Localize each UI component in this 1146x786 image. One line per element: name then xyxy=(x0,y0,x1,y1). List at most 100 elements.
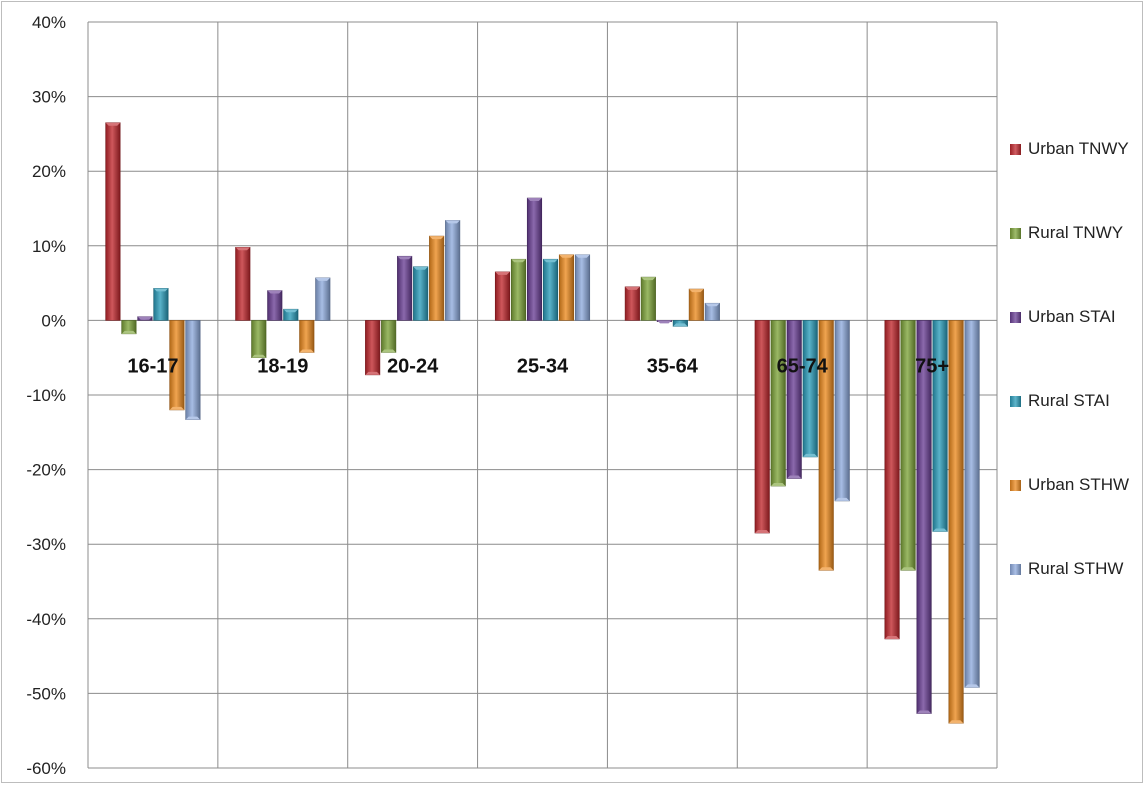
bar xyxy=(429,235,445,321)
legend-swatch xyxy=(1010,144,1021,155)
y-axis-tick-labels: 40% 30% 20% 10% 0% -10% -20% -30% -40% -50% -60% xyxy=(26,13,66,778)
bar-cap xyxy=(365,371,380,375)
bar xyxy=(770,320,786,487)
bar-cap xyxy=(900,567,916,571)
category-label: 75+ xyxy=(915,355,949,377)
bar-cap xyxy=(153,288,169,292)
bar xyxy=(251,320,267,358)
bar xyxy=(105,122,121,321)
y-tick-label: 40% xyxy=(32,13,66,32)
bar xyxy=(884,320,900,640)
bar-cap xyxy=(673,323,688,327)
bar xyxy=(754,320,770,534)
bar-cap xyxy=(543,259,558,263)
legend-label: Rural STAI xyxy=(1028,391,1110,410)
bar-cap xyxy=(834,497,850,501)
y-tick-label: -20% xyxy=(26,461,66,480)
bar-cap xyxy=(169,406,185,410)
bar-cap xyxy=(948,720,964,724)
bar xyxy=(834,320,850,502)
bar xyxy=(235,246,251,321)
bar-cap xyxy=(267,290,283,294)
bar-cap xyxy=(802,453,818,457)
category-label: 65-74 xyxy=(777,355,829,377)
y-tick-label: 10% xyxy=(32,237,66,256)
bar-cap xyxy=(413,266,428,270)
bar xyxy=(932,320,948,532)
bar-cap xyxy=(818,567,834,571)
legend-swatch xyxy=(1010,228,1021,239)
bar xyxy=(802,320,818,458)
bar xyxy=(916,320,932,714)
y-tick-label: -40% xyxy=(26,610,66,629)
bar xyxy=(267,290,283,321)
bar-cap xyxy=(511,259,526,263)
bar-cap xyxy=(381,349,396,353)
bar-cap xyxy=(689,289,704,293)
category-label: 18-19 xyxy=(257,355,308,377)
legend-swatch xyxy=(1010,564,1021,575)
bar xyxy=(900,320,916,571)
bar xyxy=(397,255,413,321)
category-label: 16-17 xyxy=(127,355,178,377)
bar-cap xyxy=(964,684,980,688)
bar xyxy=(640,276,656,321)
y-tick-label: -10% xyxy=(26,386,66,405)
bar xyxy=(510,258,527,321)
bar xyxy=(542,258,559,321)
legend-label: Urban TNWY xyxy=(1028,139,1129,158)
legend-swatch xyxy=(1010,480,1021,491)
bar-cap xyxy=(185,416,201,420)
bar xyxy=(688,288,704,321)
bar-cap xyxy=(916,710,932,714)
bar xyxy=(526,197,543,321)
bar-cap xyxy=(137,316,153,320)
legend-label: Urban STHW xyxy=(1028,475,1130,494)
bar-cap xyxy=(445,220,460,224)
bar-cap xyxy=(884,635,900,639)
bar-cap xyxy=(121,330,137,334)
bar xyxy=(574,254,591,321)
legend-swatch xyxy=(1010,312,1021,323)
category-label: 35-64 xyxy=(647,355,699,377)
category-label: 20-24 xyxy=(387,355,439,377)
bar-cap xyxy=(397,256,412,260)
bar-cap xyxy=(770,483,786,487)
legend-label: Urban STAI xyxy=(1028,307,1116,326)
y-tick-label: -50% xyxy=(26,684,66,703)
bar xyxy=(185,320,201,420)
bar-cap xyxy=(299,349,315,353)
bar-cap xyxy=(315,277,331,281)
bar xyxy=(964,320,980,688)
bar-cap xyxy=(657,320,672,324)
bar xyxy=(624,286,640,321)
bar xyxy=(381,320,397,353)
bar-cap xyxy=(235,247,251,251)
y-tick-label: 0% xyxy=(41,311,66,330)
legend-label: Rural TNWY xyxy=(1028,223,1124,242)
bar-cap xyxy=(559,254,574,258)
bar xyxy=(786,320,802,479)
bars xyxy=(105,122,980,724)
bar-cap xyxy=(625,286,640,290)
legend-label: Rural STHW xyxy=(1028,559,1124,578)
bar xyxy=(948,320,964,724)
bar xyxy=(494,271,511,321)
y-tick-label: -60% xyxy=(26,759,66,778)
bar-cap xyxy=(429,236,444,240)
bar xyxy=(299,320,315,353)
bar-cap xyxy=(105,122,121,126)
y-tick-label: 30% xyxy=(32,88,66,107)
legend-swatch xyxy=(1010,396,1021,407)
bar-cap xyxy=(786,475,802,479)
bar-cap xyxy=(705,303,720,307)
y-tick-label: -30% xyxy=(26,535,66,554)
category-label: 25-34 xyxy=(517,355,569,377)
bar xyxy=(413,266,429,321)
bar-cap xyxy=(575,254,590,258)
bar-cap xyxy=(283,309,299,313)
bar xyxy=(153,288,169,321)
bar-cap xyxy=(754,530,770,534)
gridlines xyxy=(87,21,998,769)
